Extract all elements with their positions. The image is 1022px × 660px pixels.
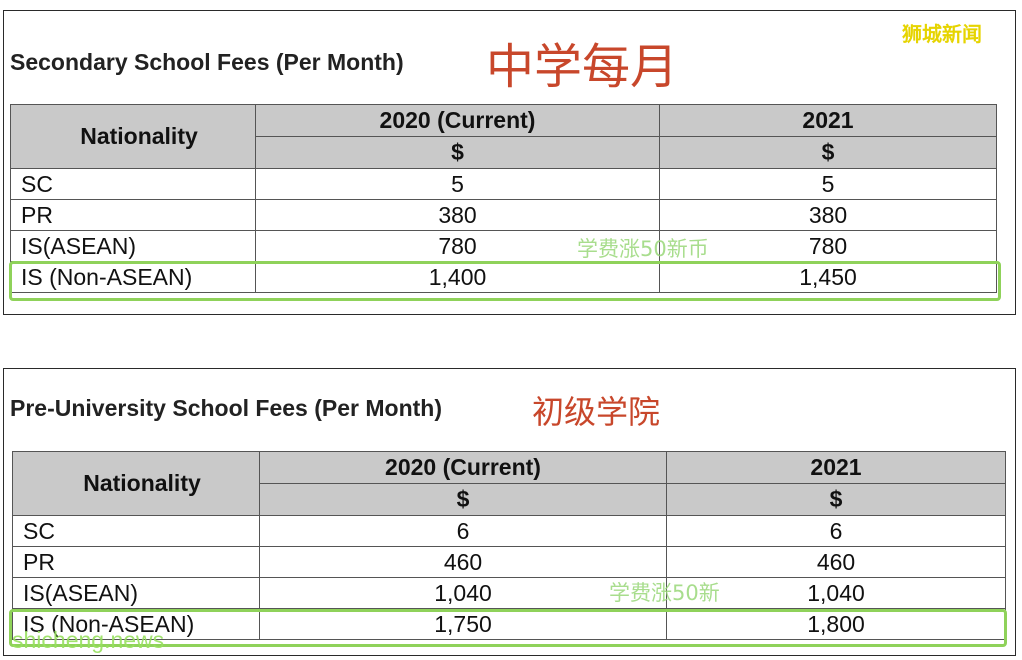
highlight-box: [9, 609, 1007, 647]
fee-2020: 780: [255, 230, 660, 262]
year-2021-header: 2021: [666, 451, 1006, 484]
fee-2021: 380: [659, 199, 997, 231]
currency-2021: $: [659, 136, 997, 169]
secondary-title: Secondary School Fees (Per Month): [10, 49, 404, 75]
nationality-header: Nationality: [10, 104, 256, 169]
year-2020-header: 2020 (Current): [259, 451, 667, 484]
table-row: IS(ASEAN) 780 780: [10, 230, 997, 262]
preu-title: Pre-University School Fees (Per Month): [10, 395, 442, 421]
row-label: PR: [12, 546, 260, 578]
table-row: IS(ASEAN) 1,040 1,040: [12, 577, 1006, 609]
fee-2020: 1,400: [255, 261, 660, 293]
fee-2021: 6: [666, 515, 1006, 547]
row-label: IS(ASEAN): [12, 577, 260, 609]
fee-2021: 460: [666, 546, 1006, 578]
row-label: IS (Non-ASEAN): [10, 261, 256, 293]
currency-2021: $: [666, 483, 1006, 516]
fee-2021: 780: [659, 230, 997, 262]
preu-title-cn: 初级学院: [532, 393, 661, 431]
fee-2020: 460: [259, 546, 667, 578]
table-row: PR 460 460: [12, 546, 1006, 578]
fee-2020: 5: [255, 168, 660, 200]
secondary-title-cn: 中学每月: [486, 39, 679, 95]
table-row: IS (Non-ASEAN) 1,400 1,450: [10, 261, 997, 293]
fee-increase-annotation: 学费涨50新币: [577, 237, 709, 261]
fee-2020: 1,040: [259, 577, 667, 609]
row-label: SC: [10, 168, 256, 200]
currency-2020: $: [255, 136, 660, 169]
row-label: IS (Non-ASEAN): [12, 608, 260, 640]
table-row: SC 5 5: [10, 168, 997, 200]
site-watermark: shicheng.news: [12, 627, 165, 653]
year-2021-header: 2021: [659, 104, 997, 137]
highlight-box: [9, 261, 1001, 301]
fee-2021: 5: [659, 168, 997, 200]
brand-watermark: 狮城新闻: [902, 22, 982, 46]
fee-increase-annotation: 学费涨50新: [609, 581, 720, 605]
secondary-fees-panel: Secondary School Fees (Per Month) 中学每月 N…: [3, 10, 1016, 315]
row-label: SC: [12, 515, 260, 547]
table-row: IS (Non-ASEAN) 1,750 1,800: [12, 608, 1006, 640]
fee-2021: 1,040: [666, 577, 1006, 609]
table-row: PR 380 380: [10, 199, 997, 231]
currency-2020: $: [259, 483, 667, 516]
secondary-fees-table: Nationality 2020 (Current) 2021 $ $ SC 5…: [10, 104, 997, 293]
fee-2021: 1,450: [659, 261, 997, 293]
row-label: IS(ASEAN): [10, 230, 256, 262]
year-2020-header: 2020 (Current): [255, 104, 660, 137]
preu-fees-table: Nationality 2020 (Current) 2021 $ $ SC 6…: [12, 451, 1006, 640]
table-row: SC 6 6: [12, 515, 1006, 547]
fee-2020: 6: [259, 515, 667, 547]
table-header-row: Nationality 2020 (Current) 2021: [12, 451, 1006, 516]
table-header-row: Nationality 2020 (Current) 2021: [10, 104, 997, 169]
nationality-header: Nationality: [12, 451, 260, 516]
preu-fees-panel: Pre-University School Fees (Per Month) 初…: [3, 368, 1016, 656]
currency-row: $ $: [11, 136, 997, 169]
row-label: PR: [10, 199, 256, 231]
fee-2020: 380: [255, 199, 660, 231]
